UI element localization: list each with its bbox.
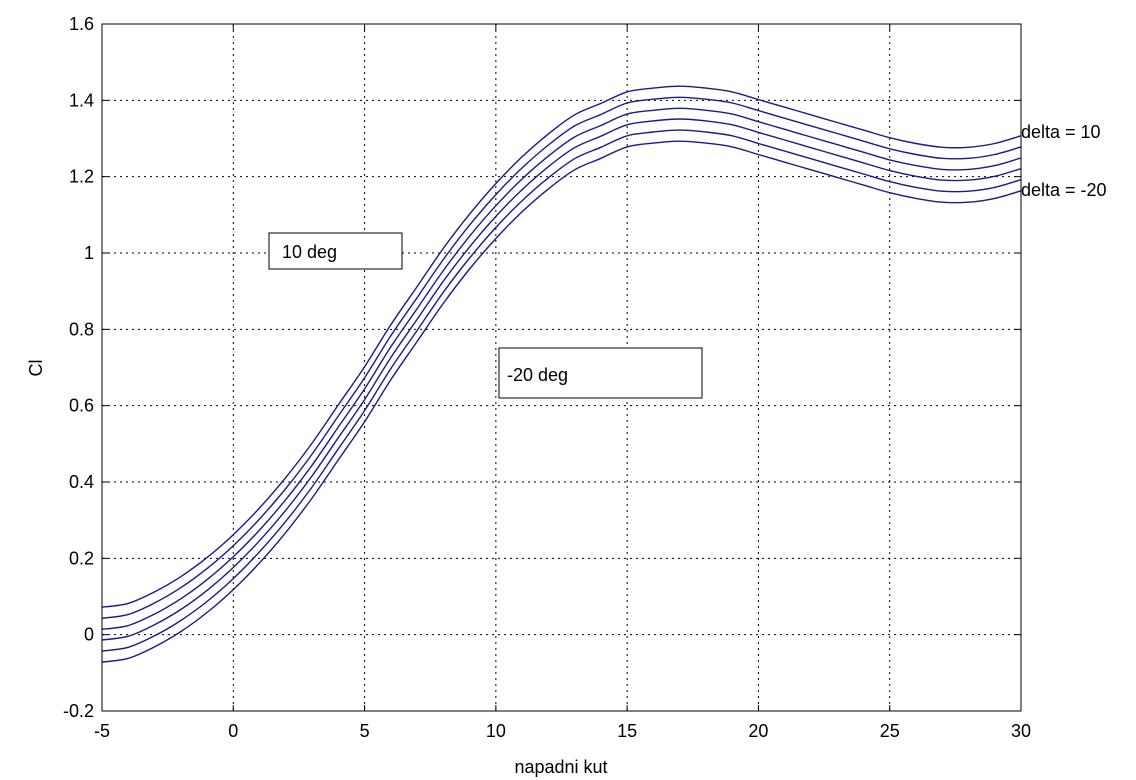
y-axis-label: Cl bbox=[26, 360, 46, 377]
x-tick-label: 20 bbox=[748, 721, 768, 741]
series-line-2 bbox=[101, 96, 1022, 619]
series-group bbox=[101, 85, 1022, 663]
y-tick-label: -0.2 bbox=[63, 701, 94, 721]
y-tick-label: 0.6 bbox=[69, 396, 94, 416]
label-delta-minus-20: delta = -20 bbox=[1021, 180, 1107, 200]
series-line-5 bbox=[101, 129, 1022, 652]
series-line-4 bbox=[101, 118, 1022, 641]
series-line-1 bbox=[101, 85, 1022, 608]
annotation-box-minus-20-deg bbox=[498, 347, 703, 399]
series-line-3 bbox=[101, 107, 1022, 630]
y-tick-label: 1.2 bbox=[69, 167, 94, 187]
series-line-6 bbox=[101, 140, 1022, 663]
y-tick-label: 0.4 bbox=[69, 472, 94, 492]
x-tick-label: 0 bbox=[228, 721, 238, 741]
y-tick-label: 1.4 bbox=[69, 90, 94, 110]
y-tick-label: 0.2 bbox=[69, 548, 94, 568]
axis-ticks: -5 0 5 10 15 20 25 30 -0.2 0 0.2 0.4 0.6 0.8 1 1.2 1.4 1.… bbox=[63, 14, 1031, 741]
x-tick-label: 30 bbox=[1011, 721, 1031, 741]
x-tick-label: 25 bbox=[880, 721, 900, 741]
x-tick-label: 10 bbox=[486, 721, 506, 741]
x-tick-label: -5 bbox=[94, 721, 110, 741]
x-tick-label: 5 bbox=[360, 721, 370, 741]
x-axis-label: napadni kut bbox=[514, 757, 607, 777]
x-tick-label: 15 bbox=[617, 721, 637, 741]
label-delta-10: delta = 10 bbox=[1021, 122, 1101, 142]
plot-frame bbox=[101, 23, 1022, 712]
annotation-minus-20-deg: -20 deg bbox=[507, 365, 568, 385]
y-tick-label: 1.6 bbox=[69, 14, 94, 34]
annotation-10-deg: 10 deg bbox=[282, 242, 337, 262]
y-tick-label: 0.8 bbox=[69, 319, 94, 339]
y-tick-label: 0 bbox=[84, 625, 94, 645]
annotation-box-10-deg bbox=[268, 232, 403, 270]
y-tick-label: 1 bbox=[84, 243, 94, 263]
